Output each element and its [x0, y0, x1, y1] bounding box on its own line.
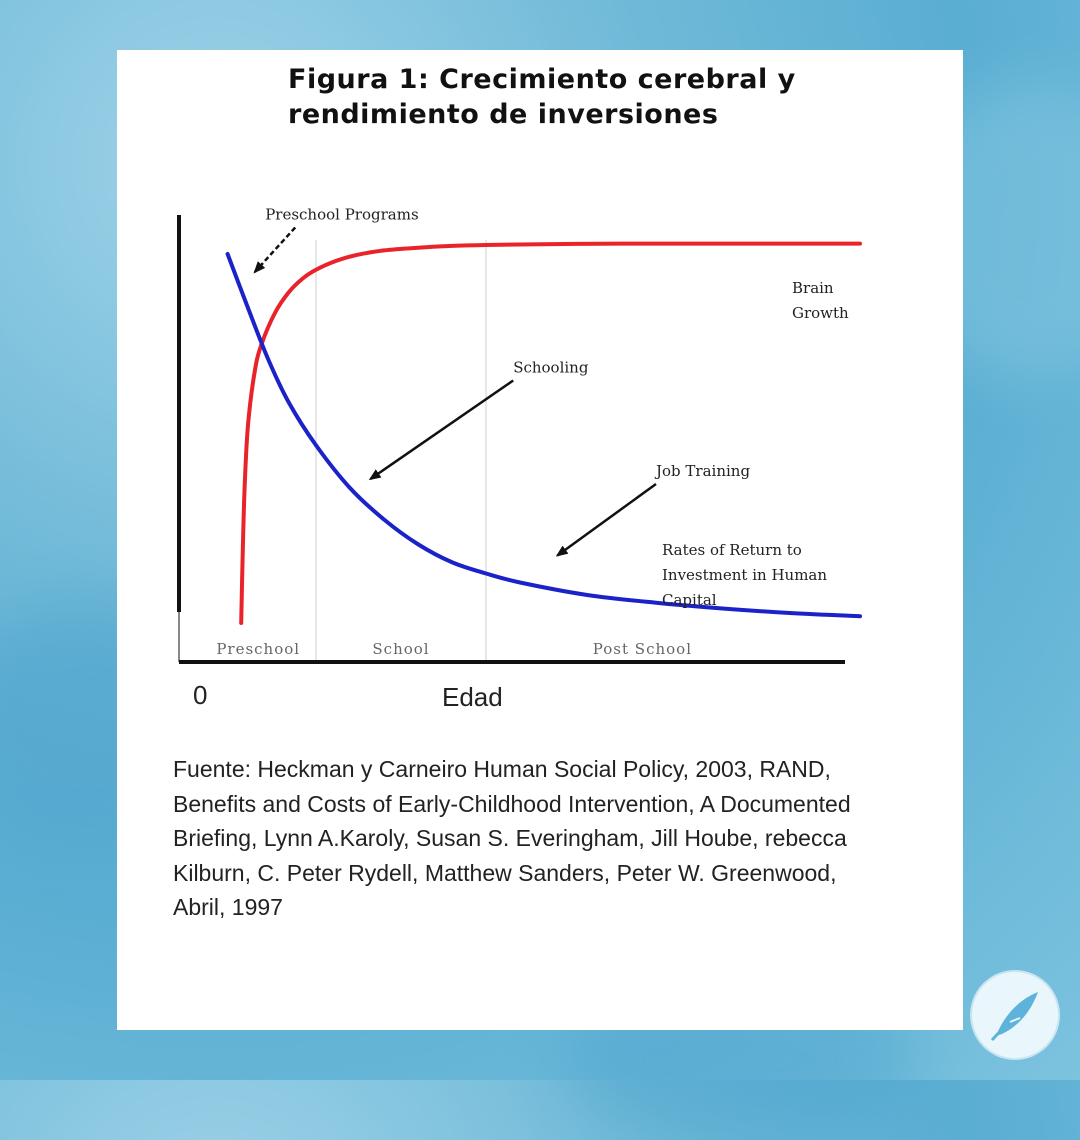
- figure-card: [117, 50, 963, 1030]
- series-line: [225, 252, 862, 619]
- annotation-arrow: [368, 379, 514, 481]
- series-label: Brain Growth: [792, 279, 849, 322]
- annotation-label: Preschool Programs: [265, 206, 418, 224]
- annotation-arrow: [253, 226, 297, 274]
- feather-quill-icon: [990, 992, 1038, 1042]
- logo-badge: [972, 972, 1058, 1058]
- annotation-label: Job Training: [654, 462, 750, 480]
- series-line: [239, 241, 862, 625]
- source-citation: Fuente: Heckman y Carneiro Human Social …: [173, 756, 851, 920]
- chart: Preschool School Post School Preschool Pro…: [177, 206, 862, 712]
- annotation-label: Schooling: [513, 359, 589, 377]
- series-label: Rates of Return to Investment in Human Cap…: [662, 541, 827, 609]
- annotation-arrow: [555, 482, 657, 557]
- chart-title: Figura 1: Crecimiento cerebral y rendimi…: [288, 62, 848, 132]
- x-origin-label: 0: [193, 680, 207, 710]
- chart-title-line-1: Figura 1: Crecimiento cerebral y: [288, 64, 796, 95]
- stage-label: School: [372, 640, 429, 658]
- x-axis-label: Edad: [442, 682, 503, 712]
- stage-label: Post School: [593, 640, 692, 658]
- stage-label: Preschool: [216, 640, 300, 658]
- chart-title-line-2: rendimiento de inversiones: [288, 99, 719, 130]
